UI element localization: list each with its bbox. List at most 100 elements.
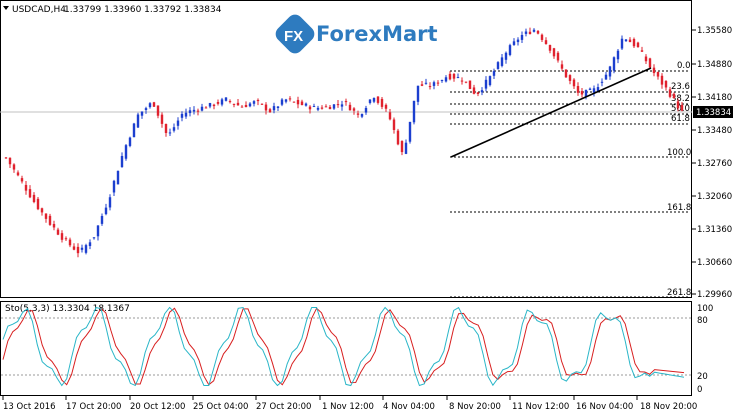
logo-badge-text: FX <box>284 28 303 45</box>
candle-body <box>48 215 52 225</box>
price-tick-label: 1.32060 <box>697 192 732 202</box>
trend-line[interactable] <box>450 67 652 158</box>
stochastic-panel[interactable] <box>0 301 692 396</box>
current-price-marker <box>693 106 733 118</box>
candle-body <box>448 73 452 80</box>
candle-body <box>24 184 28 191</box>
candle-body <box>340 104 344 107</box>
candle-body <box>268 109 272 113</box>
sto-axis-label: 80 <box>697 316 708 326</box>
candle-body <box>372 97 376 102</box>
candle-body <box>120 155 124 168</box>
candle-body <box>320 107 324 109</box>
candle-body <box>288 98 292 100</box>
candle-body <box>180 113 184 118</box>
candle-body <box>408 121 412 142</box>
candle-body <box>232 103 236 105</box>
candle-body <box>464 81 468 83</box>
candle-body <box>280 99 284 105</box>
candle-body <box>568 75 572 81</box>
candle-body <box>72 246 76 250</box>
time-tick-label: 13 Oct 2016 <box>3 402 56 412</box>
candle-body <box>564 69 568 78</box>
candle-body <box>216 101 220 104</box>
candle-body <box>532 29 536 32</box>
candle-body <box>496 62 500 69</box>
forexmart-logo: FX ForexMart <box>275 14 438 54</box>
price-tick-label: 1.30660 <box>697 258 732 268</box>
candle-body <box>620 38 624 49</box>
candle-body <box>580 91 584 95</box>
candle-body <box>536 30 540 34</box>
candle-body <box>528 31 532 35</box>
candle-body <box>476 92 480 94</box>
candle-body <box>292 101 296 103</box>
candle-body <box>244 105 248 108</box>
symbol-label: USDCAD,H4 <box>12 5 66 15</box>
candle-body <box>572 79 576 87</box>
candle-body <box>92 237 96 239</box>
candle-body <box>596 87 600 92</box>
candle-body <box>376 96 380 103</box>
candle-body <box>36 198 40 210</box>
candle-body <box>480 90 484 93</box>
fib-label-61-8: 61.8 <box>671 114 690 124</box>
time-tick-label: 25 Oct 04:00 <box>193 402 248 412</box>
time-tick-label: 20 Oct 12:00 <box>130 402 185 412</box>
candle-body <box>524 31 528 34</box>
time-tick-label: 18 Nov 20:00 <box>640 402 697 412</box>
candle-body <box>108 197 112 208</box>
candle-body <box>8 157 12 165</box>
price-tick-label: 1.33480 <box>697 126 732 136</box>
price-panel[interactable] <box>0 0 692 298</box>
sto-axis-label: 0 <box>697 385 702 395</box>
candle-body <box>200 106 204 111</box>
candle-body <box>64 238 68 240</box>
candle-body <box>132 123 136 138</box>
stochastic-main-line <box>2 306 685 387</box>
candle-body <box>140 111 144 116</box>
fib-label-100: 100.0 <box>667 148 691 158</box>
candle-body <box>156 105 160 116</box>
candle-body <box>616 50 620 60</box>
candle-body <box>44 213 48 219</box>
candle-body <box>404 142 408 154</box>
candle-body <box>444 77 448 82</box>
candle-body <box>392 119 396 130</box>
candle-body <box>360 113 364 117</box>
fibonacci-retracement[interactable] <box>450 70 690 298</box>
candle-body <box>308 106 312 110</box>
candle-body <box>164 123 168 133</box>
candle-body <box>68 239 72 246</box>
fib-label-50: 50.0 <box>671 104 690 114</box>
candle-body <box>240 106 244 108</box>
candle-body <box>252 101 256 104</box>
candle-body <box>76 246 80 254</box>
logo-badge-icon <box>275 14 315 54</box>
candle-body <box>80 247 84 250</box>
candle-body <box>152 102 156 107</box>
dropdown-triangle-icon[interactable] <box>3 6 9 10</box>
candle-body <box>112 180 116 193</box>
candle-body <box>656 72 660 77</box>
time-tick-label: 1 Nov 12:00 <box>322 402 374 412</box>
candle-body <box>192 109 196 112</box>
candle-body <box>584 89 588 97</box>
candle-body <box>184 112 188 117</box>
candle-body <box>484 79 488 89</box>
price-tick-label: 1.29960 <box>697 290 732 300</box>
candle-body <box>400 141 404 153</box>
fib-label-261-8: 261.8 <box>667 288 691 298</box>
candle-body <box>388 112 392 120</box>
candle-body <box>52 223 56 228</box>
candle-body <box>640 50 644 52</box>
candle-body <box>368 99 372 103</box>
stochastic-label: Sto(5,3,3) 13.3304 18.1367 <box>5 304 130 314</box>
current-price-label: 1.33834 <box>696 108 731 118</box>
candle-body <box>236 102 240 106</box>
candle-body <box>28 189 32 198</box>
price-tick-label: 1.34180 <box>697 93 732 103</box>
candle-body <box>576 86 580 93</box>
candle-body <box>544 40 548 44</box>
candle-body <box>668 89 672 97</box>
